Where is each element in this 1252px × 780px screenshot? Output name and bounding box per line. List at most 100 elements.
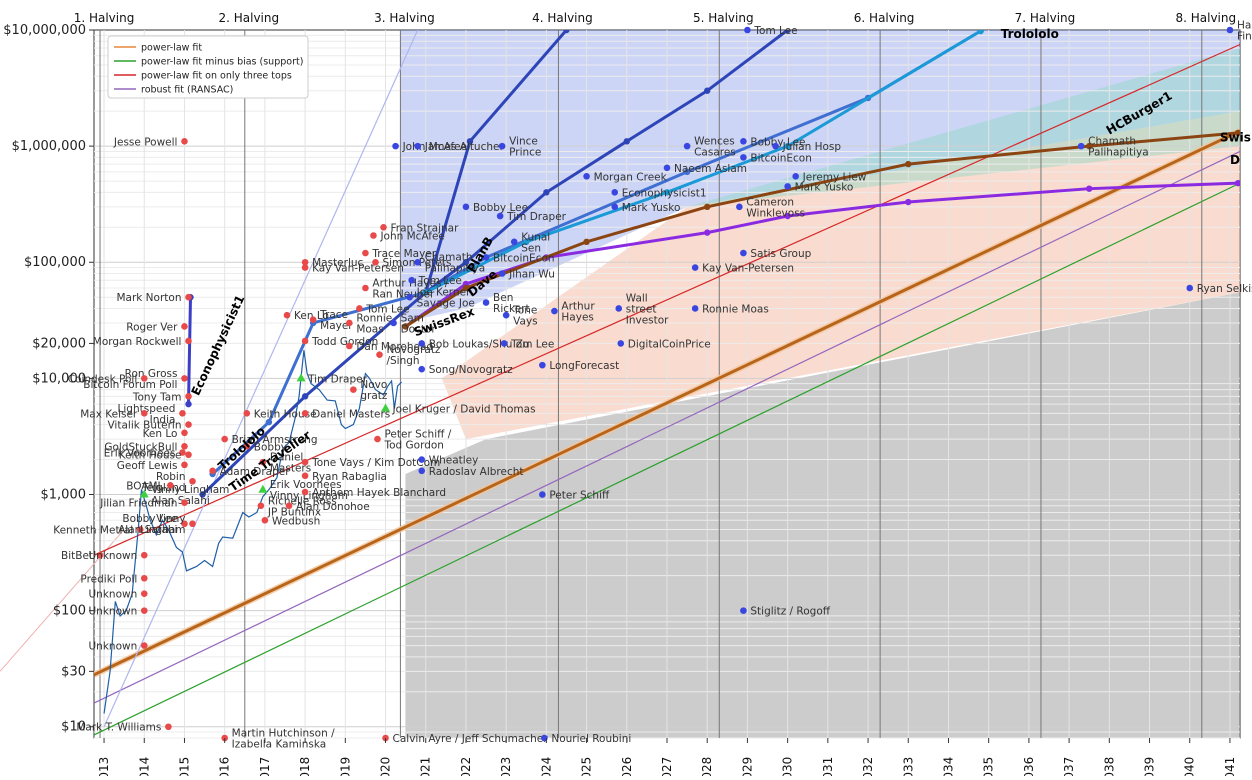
prediction-label-line: Jeremy Liew xyxy=(802,171,867,183)
prediction-label-line: Dan Morehead xyxy=(356,341,433,353)
prediction-label-line: Novo xyxy=(360,379,387,391)
prediction-label-line: Bitcoin Forum Poll xyxy=(83,379,177,391)
prediction-unknown: Unknown xyxy=(89,550,148,562)
prediction-marker xyxy=(683,142,691,150)
prediction-label: Keith House xyxy=(119,450,182,462)
prediction-label-line: Palihapitiya xyxy=(1088,147,1148,159)
prediction-label-line: Ken Lo xyxy=(143,428,178,440)
prediction-marker xyxy=(784,183,791,190)
prediction-label-line: DigitalCoinPrice xyxy=(628,338,711,350)
prediction-label-line: Keith House xyxy=(254,408,317,420)
trajectory-point xyxy=(563,30,570,34)
prediction-label: Tom Lee xyxy=(753,25,797,37)
prediction-alan-donohoe: Alan Donohoe xyxy=(285,501,370,513)
prediction-marker xyxy=(181,443,188,450)
x-tick-label: 2013 xyxy=(97,757,111,776)
halving-label: 4. Halving xyxy=(532,11,593,25)
x-tick-label: 2024 xyxy=(539,757,553,776)
prediction-marker xyxy=(390,319,397,327)
prediction-label-line: Lingham xyxy=(140,524,185,536)
prediction-label-line: Ryan Rabaglia xyxy=(312,471,387,483)
prediction-marker xyxy=(792,172,799,180)
prediction-label-line: Tone xyxy=(512,305,537,317)
prediction-ronnie-moas: Ronnie Moas xyxy=(691,303,769,315)
prediction-jesse-powell: Jesse Powell xyxy=(113,136,188,148)
prediction-label: Prediki Poll xyxy=(80,573,137,585)
prediction-hal-finney: HalFinney xyxy=(1226,20,1252,43)
prediction-label-line: Mark T. Williams xyxy=(76,722,161,734)
prediction-marker xyxy=(140,410,148,417)
prediction-label-line: Fran Strajnar xyxy=(391,222,460,234)
prediction-marker xyxy=(691,305,699,312)
prediction-label: Tom Lee xyxy=(510,338,554,350)
prediction-label: Bobby Lee xyxy=(473,202,528,214)
prediction-marker xyxy=(165,723,172,731)
prediction-label-line: Teigland xyxy=(141,482,185,494)
prediction-anthem-hayek-blanchard: Anthem Hayek Blanchard xyxy=(301,487,446,499)
prediction-marker xyxy=(181,138,188,145)
prediction-label-line: BitcoinEcon xyxy=(493,252,554,264)
prediction-marker xyxy=(418,340,426,347)
prediction-label: Ronnie Moas xyxy=(702,303,769,315)
prediction-marker xyxy=(380,223,387,231)
prediction-label: Anthem Hayek Blanchard xyxy=(312,487,446,499)
prediction-label-line: Sen xyxy=(521,242,541,254)
prediction-label-line: Unknown xyxy=(89,550,138,562)
prediction-label: Robin Teigland xyxy=(141,471,185,494)
x-tick-label: 2039 xyxy=(1143,757,1157,776)
prediction-marker xyxy=(381,403,391,412)
prediction-label: Brian Armstrong xyxy=(232,434,318,446)
prediction-marker xyxy=(346,319,353,327)
prediction-marker xyxy=(370,232,377,239)
prediction-label: Ken Lo xyxy=(143,428,178,440)
prediction-label-line: Coindesk Poll xyxy=(68,373,138,385)
forecast-region-green xyxy=(687,47,1240,207)
prediction-max-keiser: Max Keiser xyxy=(80,408,148,420)
prediction-digitalcoinprice: DigitalCoinPrice xyxy=(617,338,711,350)
prediction-label-line: Alan Donohoe xyxy=(296,501,370,513)
x-tick-label: 2034 xyxy=(941,757,955,776)
prediction-marker xyxy=(140,574,148,582)
prediction-bobby-lee: Bobby Lee xyxy=(462,202,528,214)
y-tick-label: $30 xyxy=(61,664,86,679)
prediction-marker xyxy=(356,305,363,312)
prediction-label: Econophysicist1 xyxy=(622,187,707,199)
prediction-ben-rickert: Ben Rickert xyxy=(482,292,530,315)
prediction-label: Ryan Selkis xyxy=(1197,283,1252,295)
prediction-novogratz-singh: Novogratz/Singh xyxy=(376,344,441,367)
prediction-stiglitz-rogoff: Stiglitz / Rogoff xyxy=(740,606,831,618)
legend-label: robust fit (RANSAC) xyxy=(141,85,233,96)
trajectory-point xyxy=(1086,142,1093,150)
prediction-joe-kernen-savage-joe: Joe Kernen Savage Joe xyxy=(406,287,475,310)
prediction-label: Todd Gordon xyxy=(311,336,378,348)
y-tick-label: $100,000 xyxy=(24,255,86,270)
prediction-label-line: Doctor xyxy=(401,323,437,335)
bold-label-trolololo: Trolololo xyxy=(1001,27,1059,41)
prediction-marker xyxy=(181,323,188,330)
prediction-marker xyxy=(372,258,379,266)
prediction-label-line: Peter Schiff / xyxy=(384,429,451,441)
trajectory-point xyxy=(402,323,409,330)
prediction-naeem-aslam: Naeem Aslam xyxy=(663,163,747,175)
prediction-label: Unknown xyxy=(89,606,138,618)
prediction-label: Vince Prince xyxy=(509,136,541,159)
prediction-marker xyxy=(772,142,779,150)
prediction-marker xyxy=(140,375,148,382)
prediction-marker xyxy=(257,502,265,510)
prediction-label-line: Stiglitz / Rogoff xyxy=(750,606,830,618)
prediction-marker xyxy=(296,373,306,382)
prediction-todd-gordon: Todd Gordon xyxy=(301,336,378,348)
prediction-marker xyxy=(611,203,619,211)
prediction-marker xyxy=(392,142,399,150)
prediction-label: Jihan Wu xyxy=(508,269,555,281)
prediction-richelle-ross-jp-buntinx: Richelle Ross JP Buntinx xyxy=(257,495,337,518)
prediction-label: Song/Novogratz xyxy=(429,364,513,376)
prediction-marker xyxy=(740,138,747,145)
prediction-label: Cameron Winklevoss xyxy=(746,196,805,219)
prediction-label-line: Brian Armstrong xyxy=(232,434,318,446)
prediction-label: Bobby Lee xyxy=(750,136,805,148)
prediction-label: Chamath Palihapitiya xyxy=(425,252,485,275)
x-tick-label: 2035 xyxy=(982,757,996,776)
prediction-label: Joe Kernen Savage Joe xyxy=(416,287,475,310)
